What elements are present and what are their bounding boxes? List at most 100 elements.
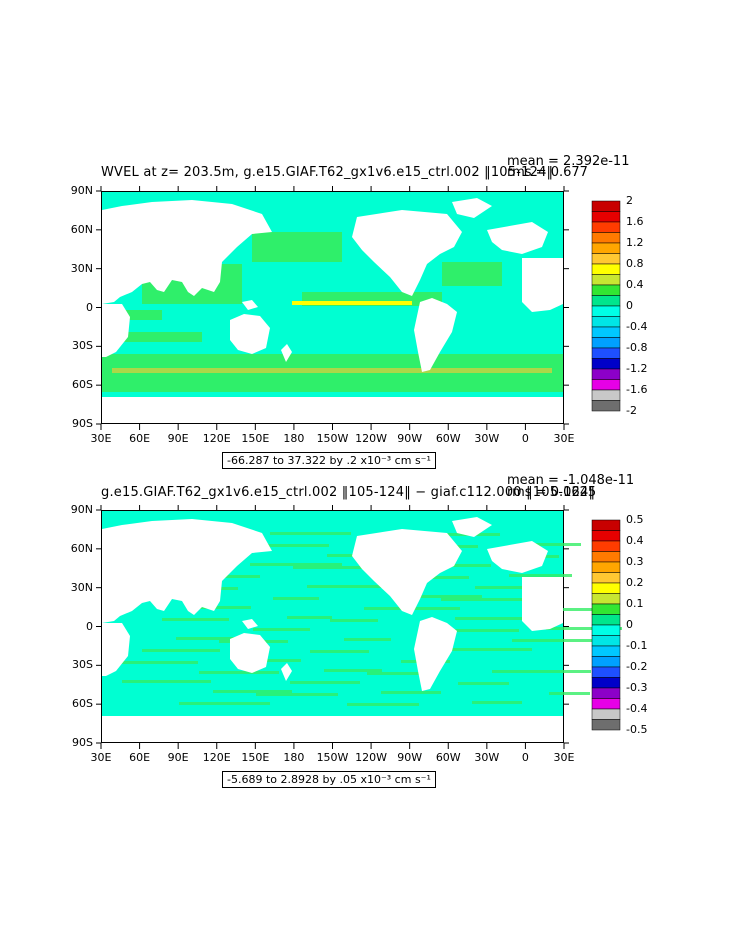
land-mass — [102, 200, 272, 304]
positive-streak — [324, 669, 382, 672]
positive-streak — [250, 563, 342, 566]
colorbar-label: -0.3 — [626, 681, 648, 694]
colorbar-label: 0.1 — [626, 597, 644, 610]
positive-streak — [435, 648, 532, 651]
positive-streak — [293, 566, 388, 569]
positive-streak — [475, 586, 550, 589]
positive-band — [252, 232, 342, 262]
positive-streak — [142, 649, 220, 652]
colorbar-swatch — [591, 572, 621, 584]
x-tick-label: 30E — [553, 432, 575, 445]
colorbar-swatch — [591, 719, 621, 731]
colorbar-swatch — [591, 635, 621, 647]
y-tick-label: 30S — [72, 658, 93, 672]
x-tick-label: 60E — [129, 751, 151, 764]
y-tick-label: 60N — [70, 541, 93, 555]
colorbar-swatch — [591, 593, 621, 605]
positive-band — [102, 310, 162, 320]
x-tick-label: 150E — [241, 432, 270, 445]
positive-streak — [344, 638, 391, 641]
y-tick-label: 90S — [72, 736, 93, 749]
x-tick-label: 30E — [90, 432, 112, 445]
colorbar-swatch — [591, 656, 621, 668]
y-tick-label: 30N — [70, 261, 93, 275]
colorbar-label: -0.4 — [626, 320, 648, 333]
contour-range-box: -5.689 to 2.8928 by .05 x10⁻³ cm s⁻¹ — [222, 771, 436, 788]
y-tick-label: 0 — [86, 300, 93, 314]
positive-streak — [287, 616, 332, 619]
land-mass — [352, 210, 462, 296]
land-mass — [102, 292, 112, 300]
colorbar-label: -0.8 — [626, 341, 648, 354]
positive-streak — [270, 532, 351, 535]
x-tick-label: 30E — [90, 751, 112, 764]
colorbar-label: 1.2 — [626, 236, 644, 249]
x-tick-label: 180 — [283, 751, 305, 764]
colorbar-swatch — [591, 645, 621, 657]
colorbar-swatch — [591, 540, 621, 552]
x-tick-label: 90W — [397, 432, 423, 445]
colorbar-label: 0.5 — [626, 513, 644, 526]
positive-streak — [108, 661, 198, 664]
positive-streak — [418, 564, 491, 567]
land-mass — [242, 619, 258, 629]
colorbar-swatch — [591, 603, 621, 615]
land-mass — [230, 633, 270, 673]
land-mass — [102, 519, 272, 623]
ocean-field — [102, 192, 563, 423]
colorbar-label: -1.6 — [626, 383, 648, 396]
x-tick-label: 0 — [521, 751, 529, 764]
positive-streak — [458, 682, 509, 685]
mean-value: mean = 2.392e-11 — [507, 154, 630, 169]
x-tick-label: 30E — [553, 751, 575, 764]
x-tick-label: 120E — [202, 751, 231, 764]
x-tick-label: 60W — [435, 751, 461, 764]
land-mass — [522, 258, 563, 312]
mean-value: mean = -1.048e-11 — [507, 473, 635, 488]
colorbar-label: -0.2 — [626, 660, 648, 673]
positive-streak — [455, 617, 541, 620]
colorbar-swatch — [591, 687, 621, 699]
positive-streak — [532, 608, 609, 611]
contour-range-box: -66.287 to 37.322 by .2 x10⁻³ cm s⁻¹ — [222, 452, 436, 469]
positive-streak — [398, 595, 482, 598]
positive-streak — [216, 575, 260, 578]
colorbar-swatch — [591, 519, 621, 531]
plot-title: g.e15.GIAF.T62_gx1v6.e15_ctrl.002 ‖105-1… — [101, 485, 596, 500]
colorbar-swatch — [591, 698, 621, 710]
land-mass — [242, 300, 258, 310]
colorbar-label: 0.3 — [626, 555, 644, 568]
x-tick-label: 120E — [202, 432, 231, 445]
colorbar-label: 0.8 — [626, 257, 644, 270]
plot-title: WVEL at z= 203.5m, g.e15.GIAF.T62_gx1v6.… — [101, 165, 554, 180]
land-mass — [522, 577, 563, 631]
positive-streak — [199, 671, 279, 674]
colorbar-label: -1.2 — [626, 362, 648, 375]
positive-streak — [213, 690, 292, 693]
positive-streak — [290, 681, 360, 684]
positive-streak — [549, 692, 590, 695]
x-tick-label: 150E — [241, 751, 270, 764]
positive-streak — [367, 672, 428, 675]
colorbar-swatch — [591, 561, 621, 573]
positive-streak — [472, 701, 522, 704]
axis-ticks — [96, 186, 569, 430]
map-plot-area — [101, 191, 564, 424]
land-mass — [452, 517, 492, 537]
colorbar-label: 0.4 — [626, 534, 644, 547]
positive-streak — [330, 619, 378, 622]
x-tick-label: 120W — [355, 432, 388, 445]
colorbar-label: 0.2 — [626, 576, 644, 589]
land-mass — [102, 397, 563, 423]
positive-streak — [546, 627, 622, 630]
positive-streak — [421, 629, 519, 632]
colorbar-label: 0.4 — [626, 278, 644, 291]
x-tick-label: 90E — [167, 751, 189, 764]
map-plot-area — [101, 510, 622, 743]
ocean-field — [102, 511, 622, 742]
y-tick-label: 30S — [72, 339, 93, 353]
x-tick-label: 120W — [355, 751, 388, 764]
positive-streak — [256, 693, 338, 696]
colorbar-label: 1.6 — [626, 215, 644, 228]
